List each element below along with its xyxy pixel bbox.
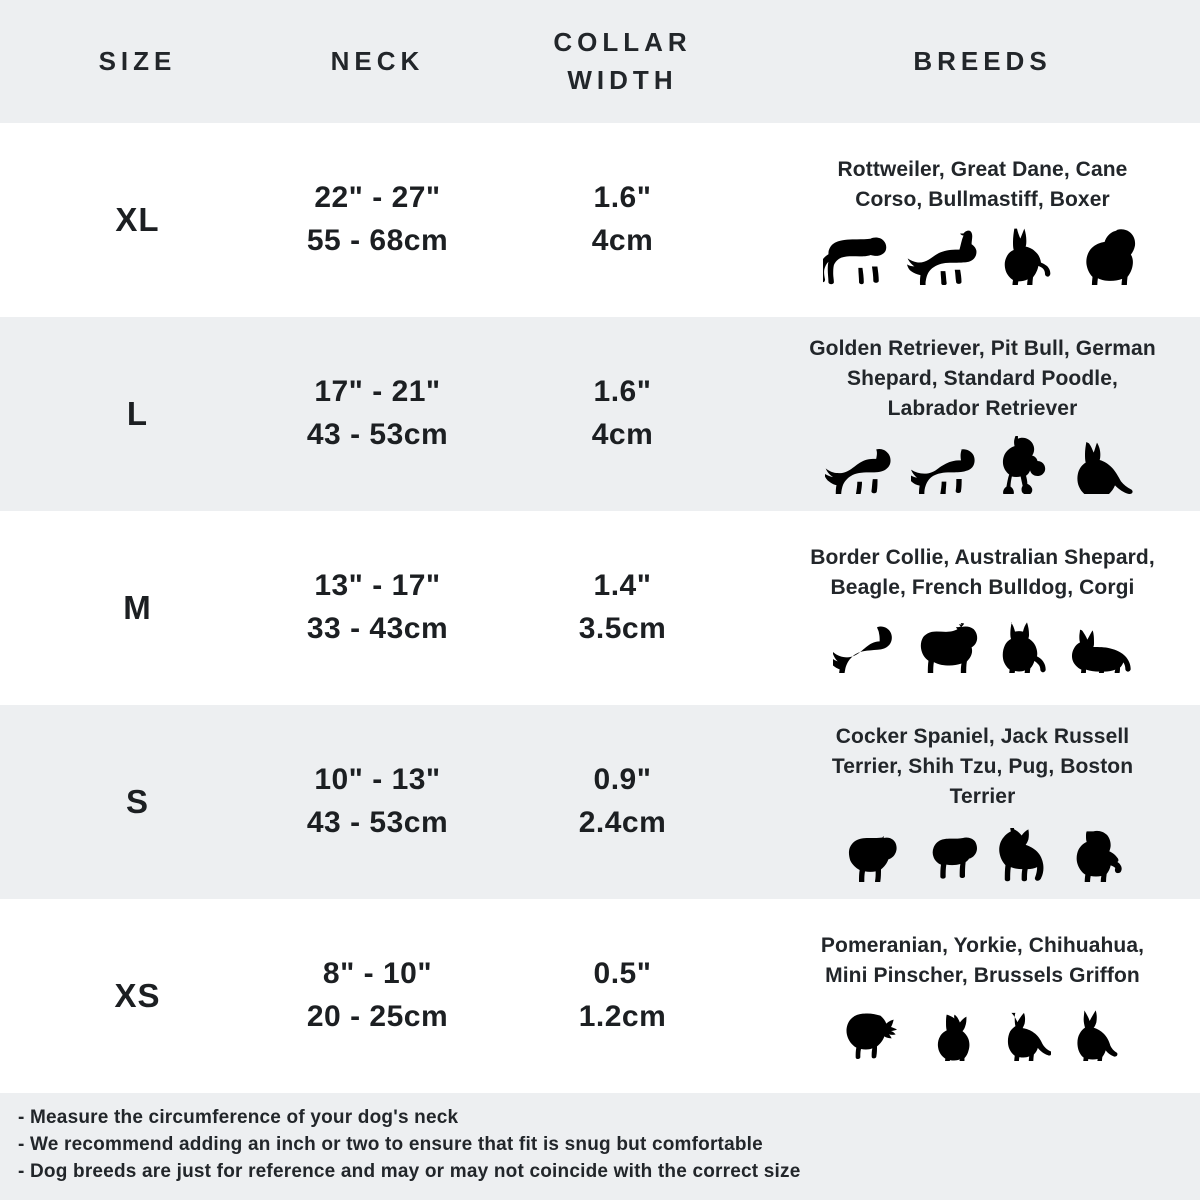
header-size: SIZE xyxy=(98,45,177,76)
breed-silhouette-row xyxy=(843,999,1123,1061)
neck-imperial: 22" - 27" xyxy=(314,181,441,215)
collar-imperial: 0.5" xyxy=(593,957,652,991)
row-size-label: S xyxy=(125,783,149,820)
collar-metric: 3.5cm xyxy=(578,612,667,645)
poodle-silhouette-icon xyxy=(1002,435,1045,494)
header-breeds: BREEDS xyxy=(913,45,1052,76)
collar-metric: 4cm xyxy=(591,418,654,451)
breeds-text: Border Collie, Australian Shepard, Beagl… xyxy=(810,546,1155,599)
footer-note-1: - Measure the circumference of your dog'… xyxy=(18,1107,459,1128)
yorkie-silhouette-icon xyxy=(937,1014,969,1061)
neck-metric: 43 - 53cm xyxy=(306,806,449,839)
chart-header-row: SIZE NECK COLLAR WIDTH BREEDS xyxy=(0,0,1200,123)
labrador-silhouette-icon xyxy=(910,448,975,494)
collar-metric: 4cm xyxy=(591,224,654,257)
row-size-label: M xyxy=(123,589,152,626)
cocker-spaniel-silhouette-icon xyxy=(848,835,897,882)
row-breeds-cell: Rottweiler, Great Dane, Cane Corso, Bull… xyxy=(765,155,1200,285)
boxer-silhouette-icon xyxy=(1004,228,1050,285)
pug-silhouette-icon xyxy=(1076,830,1122,882)
row-collar-measurement: 1.4" 3.5cm xyxy=(480,565,765,650)
neck-metric: 33 - 43cm xyxy=(306,612,449,645)
jack-russell-silhouette-icon xyxy=(932,837,977,879)
golden-retriever-silhouette-icon xyxy=(824,448,891,494)
collar-metric: 1.2cm xyxy=(578,1000,667,1033)
collar-imperial: 1.6" xyxy=(593,181,652,215)
row-breeds-cell: Golden Retriever, Pit Bull, German Shepa… xyxy=(765,334,1200,494)
collar-imperial: 0.9" xyxy=(593,763,652,797)
neck-metric: 20 - 25cm xyxy=(306,1000,449,1033)
table-row: XS 8" - 10" 20 - 25cm 0.5" 1.2cm Pomeran… xyxy=(0,899,1200,1093)
breeds-text: Rottweiler, Great Dane, Cane Corso, Bull… xyxy=(837,158,1128,211)
row-size-label: XL xyxy=(115,201,160,238)
breeds-text: Cocker Spaniel, Jack Russell Terrier, Sh… xyxy=(831,725,1134,808)
german-shepard-silhouette-icon xyxy=(1076,441,1133,494)
row-neck-measurement: 13" - 17" 33 - 43cm xyxy=(275,565,480,650)
row-collar-measurement: 0.5" 1.2cm xyxy=(480,953,765,1038)
row-breeds-cell: Cocker Spaniel, Jack Russell Terrier, Sh… xyxy=(765,722,1200,882)
breed-silhouette-row xyxy=(824,432,1141,494)
table-row: XL 22" - 27" 55 - 68cm 1.6" 4cm Rottweil… xyxy=(0,123,1200,317)
header-collar-width-line2: WIDTH xyxy=(567,64,678,95)
collar-imperial: 1.4" xyxy=(593,569,652,603)
border-collie-silhouette-icon xyxy=(832,626,892,673)
french-bulldog-silhouette-icon xyxy=(1002,622,1046,673)
neck-imperial: 13" - 17" xyxy=(314,569,441,603)
breeds-text: Golden Retriever, Pit Bull, German Shepa… xyxy=(809,337,1156,420)
header-collar-width: COLLAR WIDTH xyxy=(480,24,765,99)
header-neck: NECK xyxy=(330,45,425,76)
row-neck-measurement: 8" - 10" 20 - 25cm xyxy=(275,953,480,1038)
chihuahua-silhouette-icon xyxy=(1007,1012,1051,1061)
neck-imperial: 10" - 13" xyxy=(314,763,441,797)
pomeranian-silhouette-icon xyxy=(845,1013,897,1059)
breed-silhouette-row xyxy=(832,611,1133,673)
neck-metric: 55 - 68cm xyxy=(306,224,449,257)
bullmastiff-silhouette-icon xyxy=(1085,229,1135,285)
rottweiler-silhouette-icon xyxy=(822,237,886,285)
row-breeds-cell: Pomeranian, Yorkie, Chihuahua, Mini Pins… xyxy=(765,931,1200,1061)
row-collar-measurement: 1.6" 4cm xyxy=(480,371,765,456)
row-breeds-cell: Border Collie, Australian Shepard, Beagl… xyxy=(765,543,1200,673)
corgi-silhouette-icon xyxy=(1071,629,1131,673)
breed-silhouette-row xyxy=(838,820,1128,882)
row-collar-measurement: 1.6" 4cm xyxy=(480,177,765,262)
breeds-text: Pomeranian, Yorkie, Chihuahua, Mini Pins… xyxy=(820,934,1145,987)
row-neck-measurement: 22" - 27" 55 - 68cm xyxy=(275,177,480,262)
footer-note-3: - Dog breeds are just for reference and … xyxy=(18,1161,801,1182)
great-dane-silhouette-icon xyxy=(906,230,976,285)
row-neck-measurement: 10" - 13" 43 - 53cm xyxy=(275,759,480,844)
mini-pinscher-silhouette-icon xyxy=(1076,1010,1117,1061)
table-row: S 10" - 13" 43 - 53cm 0.9" 2.4cm Cocker … xyxy=(0,705,1200,899)
row-collar-measurement: 0.9" 2.4cm xyxy=(480,759,765,844)
collar-metric: 2.4cm xyxy=(578,806,667,839)
footer-note-2: - We recommend adding an inch or two to … xyxy=(18,1134,763,1155)
beagle-silhouette-icon xyxy=(920,622,977,673)
breed-silhouette-row xyxy=(822,223,1143,285)
neck-imperial: 8" - 10" xyxy=(322,957,433,991)
table-row: L 17" - 21" 43 - 53cm 1.6" 4cm Golden Re… xyxy=(0,317,1200,511)
header-collar-width-line1: COLLAR xyxy=(553,26,692,57)
table-row: M 13" - 17" 33 - 43cm 1.4" 3.5cm Border … xyxy=(0,511,1200,705)
row-neck-measurement: 17" - 21" 43 - 53cm xyxy=(275,371,480,456)
shih-tzu-silhouette-icon xyxy=(998,827,1043,882)
collar-imperial: 1.6" xyxy=(593,375,652,409)
neck-metric: 43 - 53cm xyxy=(306,418,449,451)
footer-notes: - Measure the circumference of your dog'… xyxy=(0,1093,1200,1200)
row-size-label: L xyxy=(126,395,149,432)
neck-imperial: 17" - 21" xyxy=(314,375,441,409)
row-size-label: XS xyxy=(114,977,161,1014)
